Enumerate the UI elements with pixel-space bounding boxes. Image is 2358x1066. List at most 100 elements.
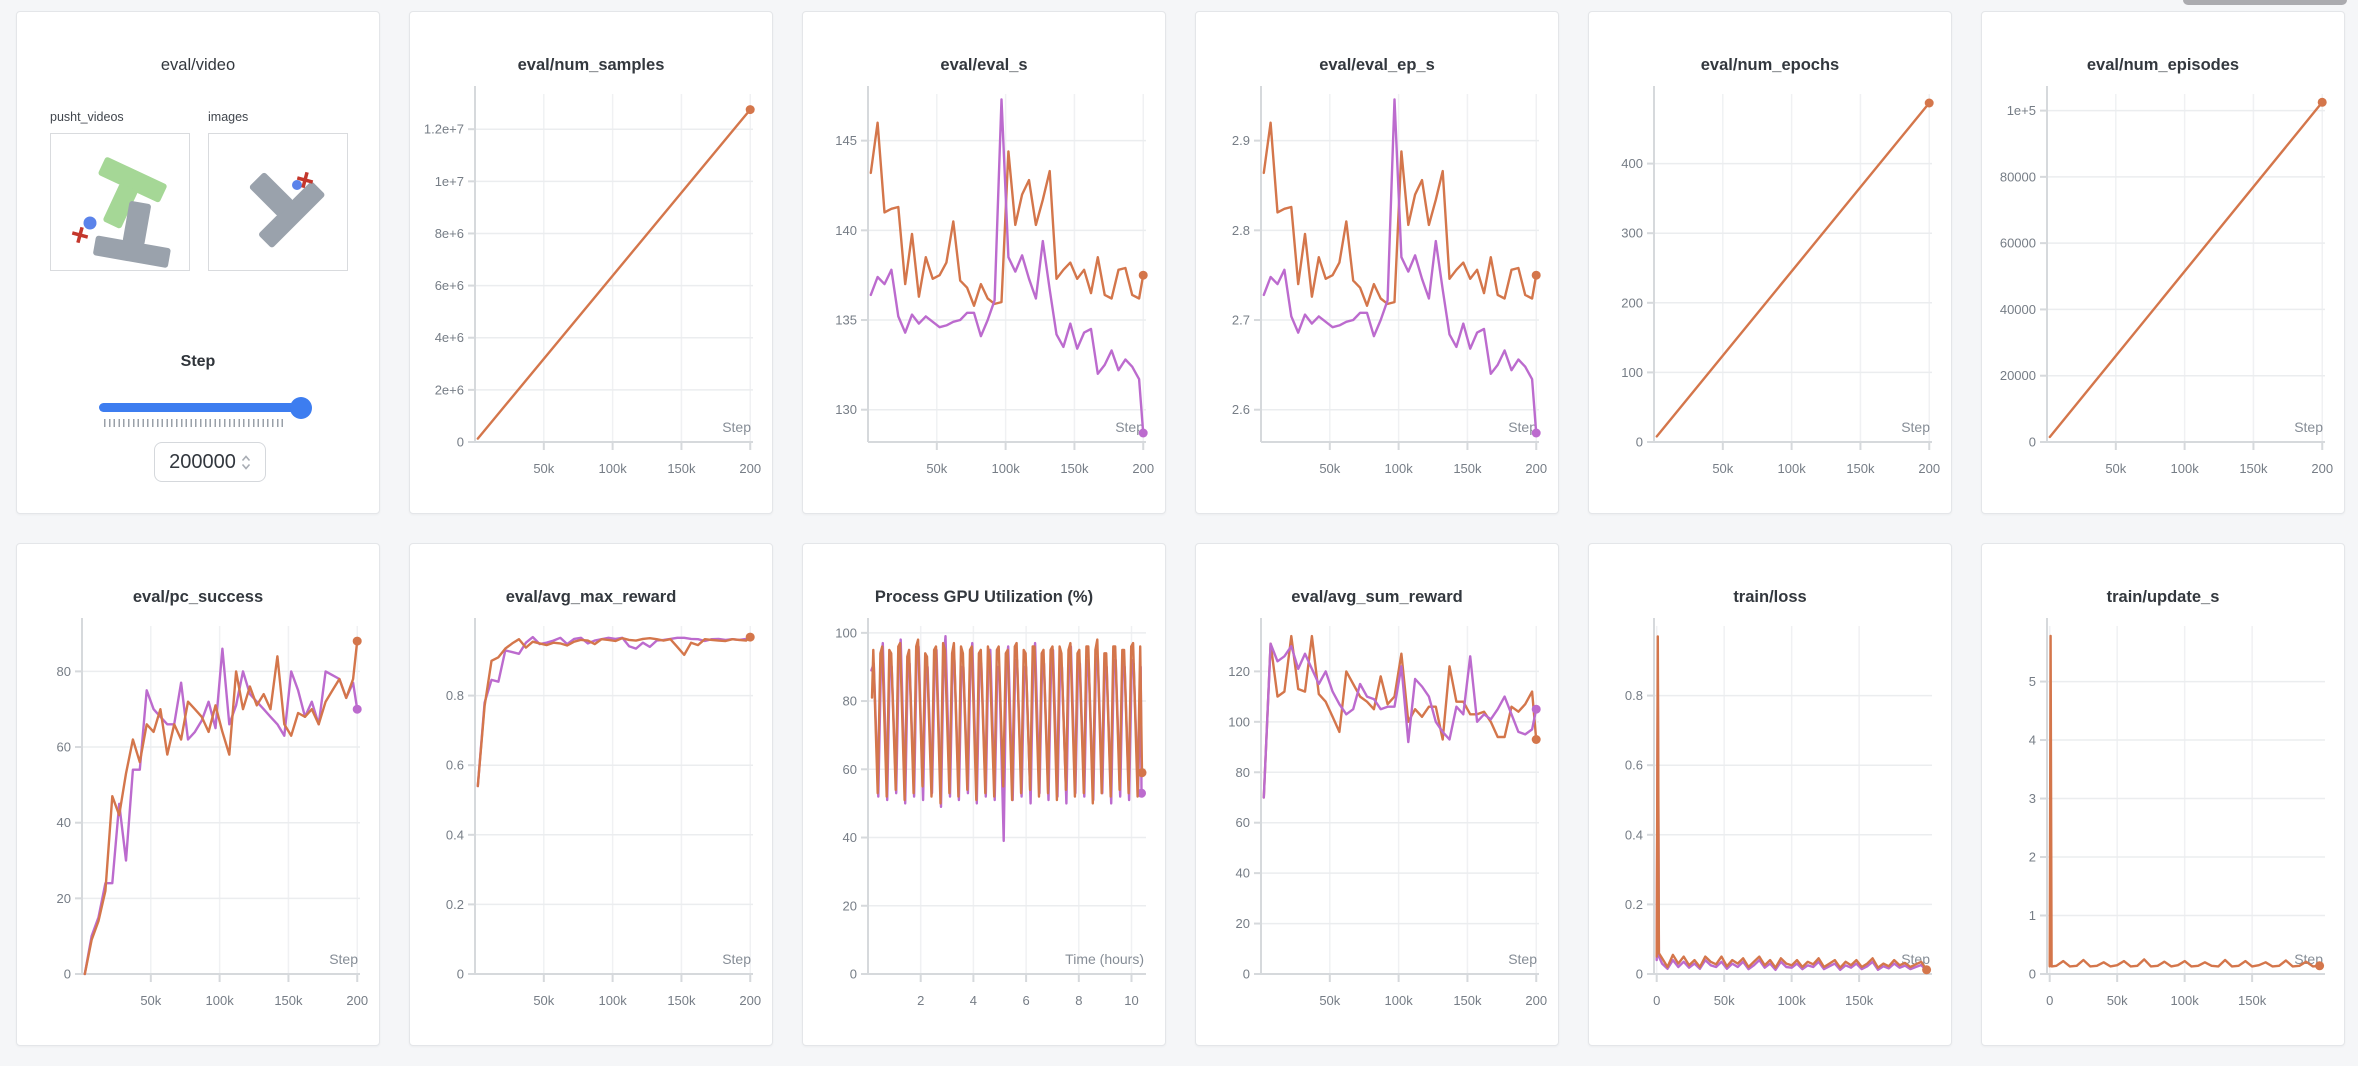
pusht-video-frame: [71, 157, 171, 268]
image-thumbnail[interactable]: [208, 133, 348, 271]
y-tick-label: 400: [1621, 156, 1643, 171]
x-tick-label: 100k: [1385, 461, 1414, 476]
y-tick-label: 1: [2029, 908, 2036, 923]
y-tick-label: 6e+6: [435, 278, 464, 293]
chart-plot[interactable]: 0 0.2 0.4 0.6 0.8 50k 100k 150k 200 Step: [419, 612, 763, 1020]
x-tick-label: 50k: [1714, 993, 1735, 1008]
x-tick-label: 100k: [1385, 993, 1414, 1008]
series-end-dot-purple: [1531, 704, 1541, 714]
series-line-orange: [870, 638, 1144, 805]
x-tick-label: 100k: [599, 461, 628, 476]
chart-plot[interactable]: 0 20000 40000 60000 80000 1e+5 50k 100k 150k 200 S…: [1991, 80, 2335, 488]
y-tick-label: 40: [1236, 866, 1250, 881]
chart-panel[interactable]: train/loss 0 0.2 0.4 0.6 0.8 0 50k 100k 150k Step: [1588, 543, 1952, 1046]
series-end-dot-orange: [352, 636, 362, 646]
chart-panel[interactable]: train/update_s 0 1 2 3 4 5 0 50k 100k 150k Step: [1981, 543, 2345, 1046]
x-tick-label: 100k: [1778, 993, 1807, 1008]
x-tick-label: 100k: [206, 993, 235, 1008]
series-end-dot-orange: [2317, 97, 2327, 107]
y-tick-label: 0: [64, 967, 71, 982]
y-tick-label: 0.8: [1625, 688, 1643, 703]
chart-plot[interactable]: 0 20 40 60 80 50k 100k 150k 200 Step: [26, 612, 370, 1020]
series-end-dot-orange: [1922, 965, 1932, 975]
series-line-orange: [83, 639, 359, 976]
x-axis-title: Step: [1901, 419, 1930, 435]
x-tick-label: 200: [346, 993, 368, 1008]
chart-panel[interactable]: eval/num_episodes 0 20000 40000 60000 80000 1…: [1981, 11, 2345, 514]
x-axis-title: Step: [1508, 951, 1537, 967]
chart-plot[interactable]: 0 1 2 3 4 5 0 50k 100k 150k Step: [1991, 612, 2335, 1020]
chart-plot[interactable]: 130 135 140 145 50k 100k 150k 200 Step: [812, 80, 1156, 488]
step-slider-track[interactable]: [99, 403, 301, 412]
chart-panel[interactable]: Process GPU Utilization (%) 0 20 40 60 80 100…: [802, 543, 1166, 1046]
step-slider-thumb[interactable]: [290, 397, 312, 419]
y-tick-label: 0.2: [446, 897, 464, 912]
chart-panel[interactable]: eval/avg_sum_reward 0 20 40 60 80 100 120 50k 10…: [1195, 543, 1559, 1046]
y-tick-label: 20: [843, 898, 857, 913]
y-tick-label: 135: [835, 313, 857, 328]
video-thumbnail-pusht[interactable]: [50, 133, 190, 271]
y-tick-label: 8e+6: [435, 226, 464, 241]
series-end-dot-purple: [1137, 788, 1146, 798]
series-end-dot-purple: [1138, 428, 1148, 438]
chart-title: eval/num_epochs: [1700, 56, 1840, 74]
y-tick-label: 5: [2029, 674, 2036, 689]
y-tick-label: 0: [1243, 967, 1250, 982]
x-tick-label: 50k: [1712, 461, 1733, 476]
y-tick-label: 80: [57, 664, 71, 679]
y-tick-label: 4e+6: [435, 330, 464, 345]
series-line-purple: [869, 98, 1145, 435]
series-line-orange: [2048, 101, 2324, 439]
series-end-dot-orange: [1137, 768, 1147, 778]
chart-panel[interactable]: eval/avg_max_reward 0 0.2 0.4 0.6 0.8 50k 100k…: [409, 543, 773, 1046]
y-tick-label: 60: [843, 762, 857, 777]
panel-grid: eval/video pusht_videos: [16, 11, 2345, 1046]
media-label-pusht-videos: pusht_videos: [50, 110, 124, 124]
x-tick-label: 2: [917, 993, 924, 1008]
y-tick-label: 0.2: [1625, 897, 1643, 912]
chart-panel[interactable]: eval/num_epochs 0 100 200 300 400 50k 100k 150k…: [1588, 11, 1952, 514]
y-tick-label: 40: [843, 830, 857, 845]
y-tick-label: 20: [1236, 916, 1250, 931]
y-tick-label: 0: [2029, 435, 2036, 450]
x-tick-label: 150k: [2239, 461, 2268, 476]
y-tick-label: 0: [1636, 435, 1643, 450]
x-tick-label: 150k: [1453, 993, 1482, 1008]
step-value-input[interactable]: 200000: [154, 442, 266, 482]
x-tick-label: 10: [1124, 993, 1138, 1008]
chart-plot[interactable]: 2.6 2.7 2.8 2.9 50k 100k 150k 200 Step: [1205, 80, 1549, 488]
chart-panel[interactable]: eval/eval_s 130 135 140 145 50k 100k 150k 200 St…: [802, 11, 1166, 514]
y-tick-label: 80: [843, 694, 857, 709]
chart-plot[interactable]: 0 100 200 300 400 50k 100k 150k 200 Step: [1598, 80, 1942, 488]
chart-plot[interactable]: 0 2e+6 4e+6 6e+6 8e+6 1e+7 1.2e+7 50k 100k 150k 20…: [419, 80, 763, 488]
chart-panel[interactable]: eval/pc_success 0 20 40 60 80 50k 100k 150k 200 S…: [16, 543, 380, 1046]
media-panel[interactable]: eval/video pusht_videos: [16, 11, 380, 514]
chart-title: eval/eval_s: [940, 56, 1028, 74]
y-tick-label: 40000: [2000, 302, 2036, 317]
stepper-arrows-icon[interactable]: [241, 454, 251, 470]
media-panel-title: eval/video: [160, 56, 236, 74]
series-end-dot-purple: [352, 704, 362, 714]
x-tick-label: 200: [739, 993, 761, 1008]
y-tick-label: 1.2e+7: [424, 122, 464, 137]
chart-panel[interactable]: eval/num_samples 0 2e+6 4e+6 6e+6 8e+6 1e+7 1.…: [409, 11, 773, 514]
series-line-orange: [1655, 635, 1928, 971]
chart-plot[interactable]: 0 20 40 60 80 100 2 4 6 8 10 Time (hours): [812, 612, 1156, 1020]
x-axis-title: Step: [722, 951, 751, 967]
x-axis-title: Step: [1508, 419, 1537, 435]
x-tick-label: 50k: [2105, 461, 2126, 476]
x-tick-label: 50k: [533, 461, 554, 476]
x-tick-label: 150k: [1845, 993, 1874, 1008]
y-tick-label: 100: [1228, 714, 1250, 729]
chart-title: Process GPU Utilization (%): [874, 588, 1094, 606]
chart-title: eval/num_samples: [517, 56, 665, 74]
y-tick-label: 0: [1636, 967, 1643, 982]
x-tick-label: 200: [1918, 461, 1940, 476]
series-line-purple: [1655, 676, 1928, 972]
x-tick-label: 100k: [2171, 993, 2200, 1008]
chart-panel[interactable]: eval/eval_ep_s 2.6 2.7 2.8 2.9 50k 100k 150k 20…: [1195, 11, 1559, 514]
x-tick-label: 100k: [2171, 461, 2200, 476]
chart-plot[interactable]: 0 20 40 60 80 100 120 50k 100k 150k 200 Step: [1205, 612, 1549, 1020]
series-line-orange: [869, 121, 1145, 307]
